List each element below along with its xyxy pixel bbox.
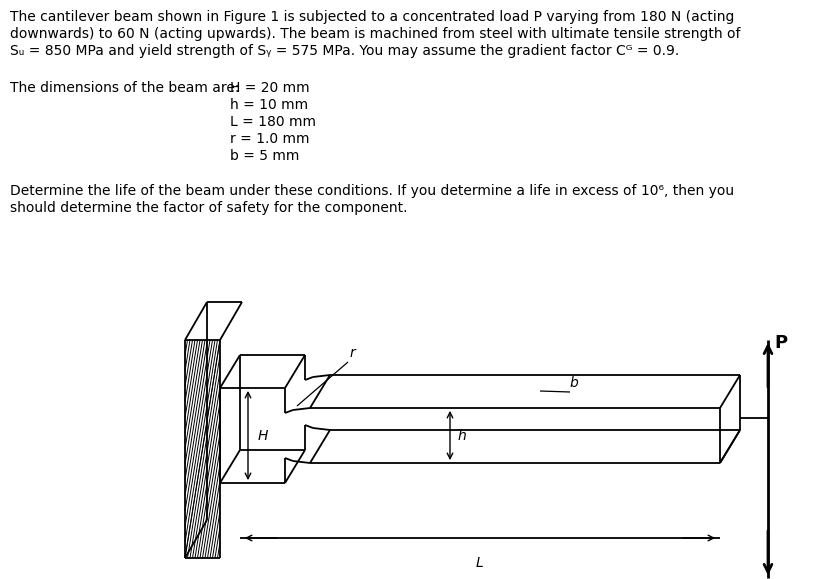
Text: r = 1.0 mm: r = 1.0 mm bbox=[230, 132, 310, 146]
Text: b: b bbox=[570, 376, 579, 390]
Text: downwards) to 60 N (acting upwards). The beam is machined from steel with ultima: downwards) to 60 N (acting upwards). The… bbox=[10, 27, 740, 41]
Text: H: H bbox=[258, 428, 268, 442]
Text: H = 20 mm: H = 20 mm bbox=[230, 81, 310, 95]
Text: h: h bbox=[458, 428, 467, 442]
Text: Determine the life of the beam under these conditions. If you determine a life i: Determine the life of the beam under the… bbox=[10, 184, 734, 198]
Text: Sᵤ = 850 MPa and yield strength of Sᵧ = 575 MPa. You may assume the gradient fac: Sᵤ = 850 MPa and yield strength of Sᵧ = … bbox=[10, 44, 679, 58]
Text: The dimensions of the beam are:: The dimensions of the beam are: bbox=[10, 81, 240, 95]
Text: r: r bbox=[350, 346, 356, 360]
Text: h = 10 mm: h = 10 mm bbox=[230, 98, 308, 112]
Text: should determine the factor of safety for the component.: should determine the factor of safety fo… bbox=[10, 201, 407, 215]
Text: L = 180 mm: L = 180 mm bbox=[230, 115, 316, 129]
Text: The cantilever beam shown in Figure 1 is subjected to a concentrated load P vary: The cantilever beam shown in Figure 1 is… bbox=[10, 10, 734, 24]
Text: L: L bbox=[476, 556, 484, 570]
Text: b = 5 mm: b = 5 mm bbox=[230, 149, 299, 163]
Text: P: P bbox=[774, 334, 787, 352]
